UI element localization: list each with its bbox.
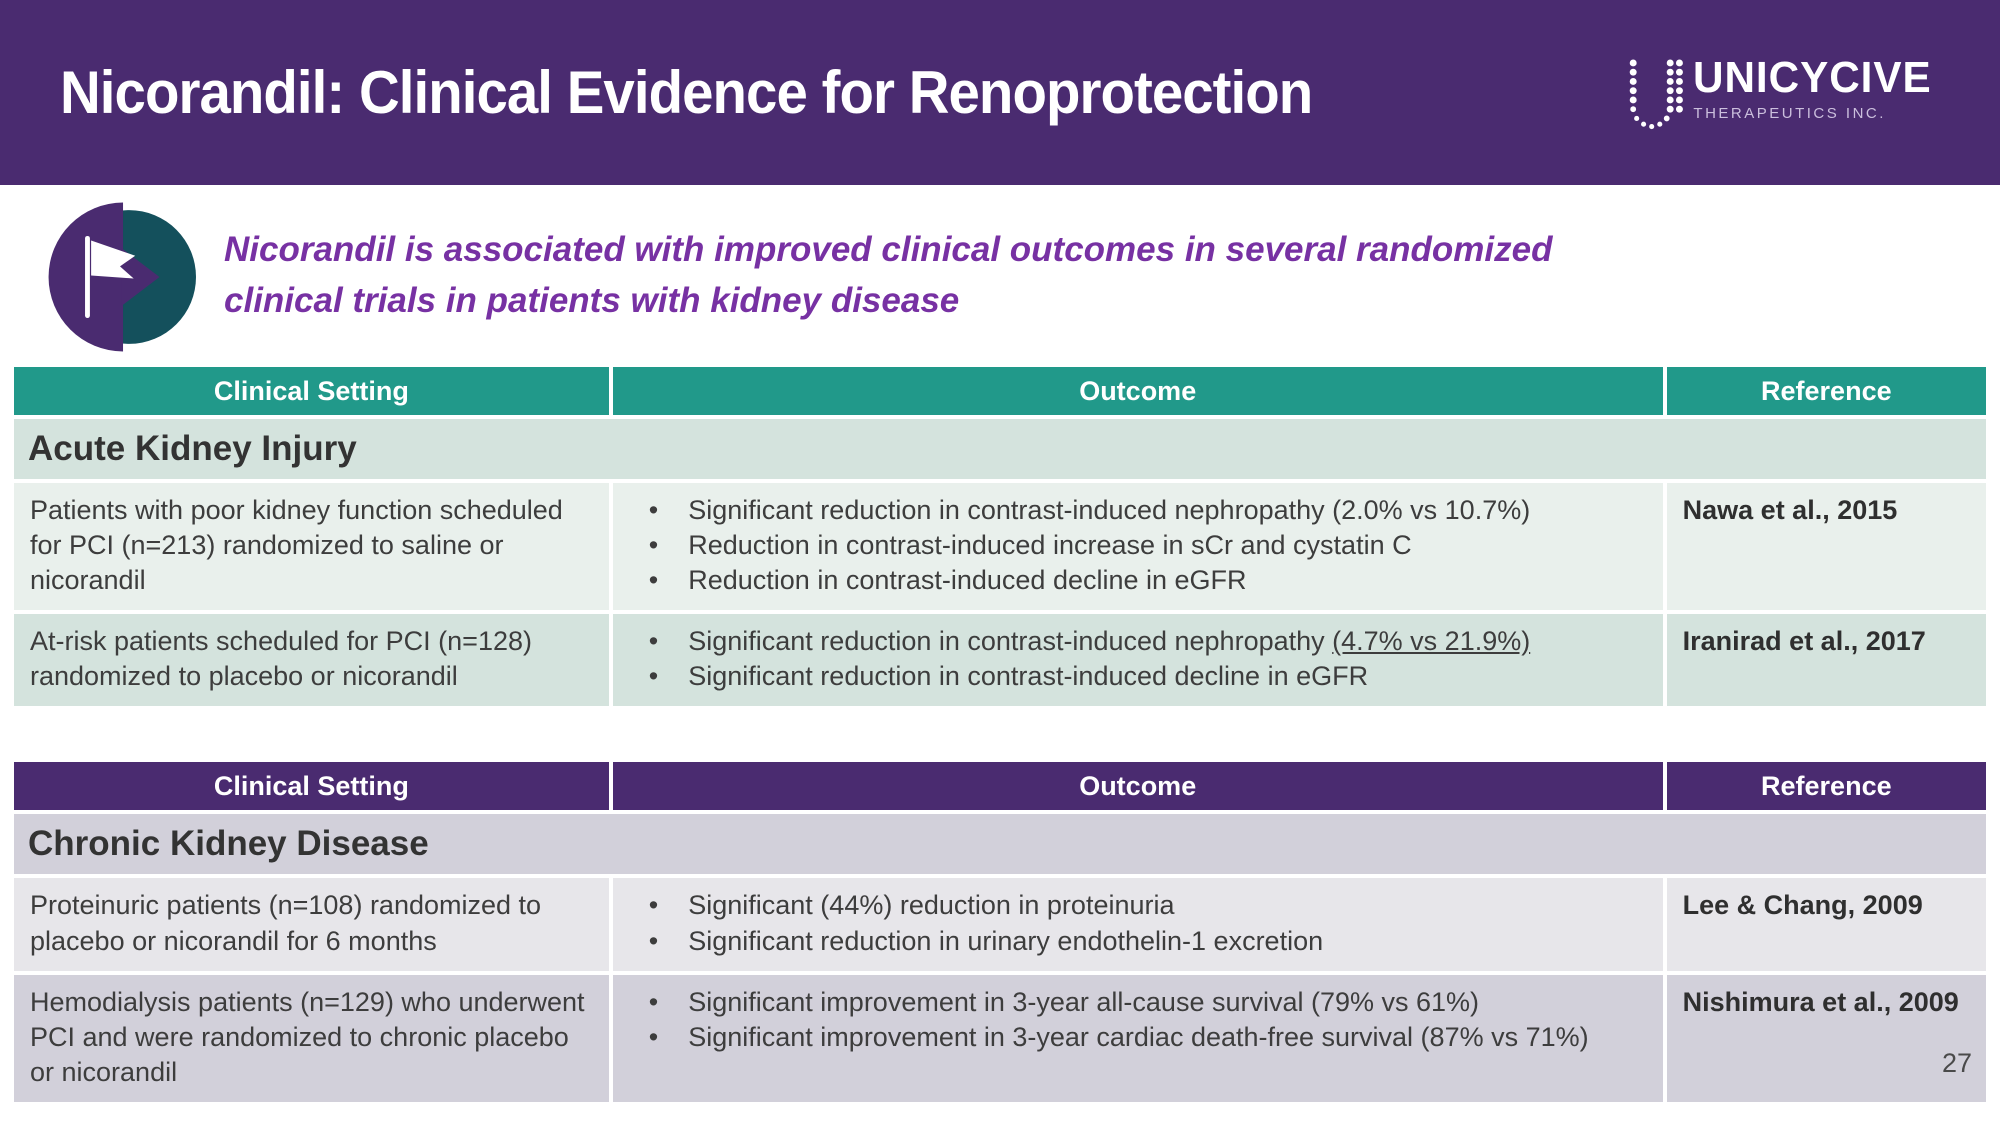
- slide-title: Nicorandil: Clinical Evidence for Renopr…: [60, 59, 1313, 126]
- callout-text: Nicorandil is associated with improved c…: [224, 230, 1553, 320]
- bullet-item: Significant (44%) reduction in proteinur…: [629, 888, 1647, 923]
- column-header-clinical-setting: Clinical Setting: [14, 762, 609, 811]
- unicycive-logo: UNICYCIVE THERAPEUTICS INC.: [1625, 52, 1942, 130]
- section-row-chronic-kidney-disease: Chronic Kidney Disease: [14, 814, 1986, 875]
- reference-cell: Lee & Chang, 2009: [1666, 878, 1986, 971]
- outcome-cell: Significant reduction in contrast-induce…: [612, 483, 1663, 611]
- bullet-item: Significant reduction in contrast-induce…: [629, 659, 1647, 694]
- reference-cell: Nishimura et al., 2009: [1666, 974, 1986, 1102]
- column-header-outcome: Outcome: [612, 762, 1663, 811]
- bullet-item: Reduction in contrast-induced increase i…: [629, 528, 1647, 563]
- logo-wordmark: UNICYCIVE: [1693, 52, 1933, 102]
- callout: Nicorandil is associated with improved c…: [0, 185, 2000, 367]
- outcome-cell: Significant (44%) reduction in proteinur…: [612, 878, 1663, 971]
- column-header-outcome: Outcome: [612, 367, 1663, 415]
- bullet-item: Significant improvement in 3-year all-ca…: [629, 985, 1647, 1020]
- page-number: 27: [1941, 1048, 1972, 1078]
- acute-kidney-injury-table: Clinical Setting Outcome Reference Acute…: [14, 367, 1986, 707]
- setting-cell: At-risk patients scheduled for PCI (n=12…: [14, 614, 609, 707]
- column-header-clinical-setting: Clinical Setting: [14, 367, 609, 415]
- header-band: Nicorandil: Clinical Evidence for Renopr…: [0, 0, 2000, 185]
- chronic-kidney-disease-table: Clinical Setting Outcome Reference Chron…: [14, 762, 1986, 1102]
- outcome-cell: Significant improvement in 3-year all-ca…: [612, 974, 1663, 1102]
- column-header-reference: Reference: [1666, 762, 1986, 811]
- logo-dotted-u-icon: [1630, 58, 1684, 129]
- bullet-item: Reduction in contrast-induced decline in…: [629, 563, 1647, 598]
- column-header-reference: Reference: [1666, 367, 1986, 415]
- logo-text: UNICYCIVE THERAPEUTICS INC.: [1693, 52, 1942, 122]
- setting-cell: Hemodialysis patients (n=129) who underw…: [14, 974, 609, 1102]
- flag-badge-icon: [48, 202, 196, 352]
- reference-cell: Nawa et al., 2015: [1666, 483, 1986, 611]
- bullet-item: Significant improvement in 3-year cardia…: [629, 1020, 1647, 1055]
- setting-cell: Patients with poor kidney function sched…: [14, 483, 609, 611]
- section-row-acute-kidney-injury: Acute Kidney Injury: [14, 419, 1986, 479]
- bullet-item: Significant reduction in urinary endothe…: [629, 924, 1647, 959]
- setting-cell: Proteinuric patients (n=108) randomized …: [14, 878, 609, 971]
- bullet-item: Significant reduction in contrast-induce…: [629, 493, 1647, 528]
- bullet-item: Significant reduction in contrast-induce…: [629, 624, 1647, 659]
- outcome-cell: Significant reduction in contrast-induce…: [612, 614, 1663, 707]
- reference-cell: Iranirad et al., 2017: [1666, 614, 1986, 707]
- logo-subtitle: THERAPEUTICS INC.: [1693, 104, 1886, 122]
- underlined-stat: (4.7% vs 21.9%): [1332, 626, 1531, 657]
